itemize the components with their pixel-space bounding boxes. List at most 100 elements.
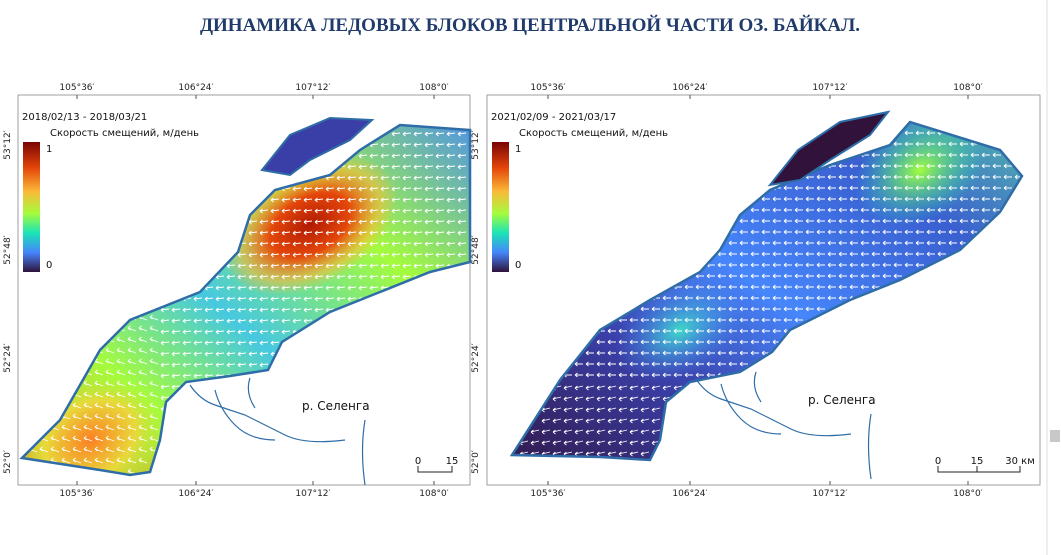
- arrow: [739, 284, 748, 290]
- arrow: [127, 391, 137, 398]
- arrow: [959, 174, 968, 180]
- arrow: [281, 230, 291, 236]
- arrow: [607, 339, 616, 345]
- arrow: [314, 285, 324, 291]
- arrow: [325, 252, 335, 258]
- arrow: [794, 262, 803, 268]
- arrow: [838, 185, 847, 191]
- arrow: [607, 396, 617, 402]
- arrow: [552, 418, 562, 424]
- left-tick-label: 52°0′: [3, 450, 13, 474]
- arrow: [424, 164, 434, 170]
- arrow: [794, 229, 803, 235]
- arrow: [446, 219, 456, 225]
- arrow: [915, 163, 924, 169]
- arrow: [640, 451, 650, 457]
- arrow: [915, 185, 924, 191]
- arrow: [138, 325, 148, 332]
- arrow: [552, 396, 562, 402]
- arrow: [948, 218, 957, 224]
- arrow: [314, 274, 324, 280]
- arrow: [424, 230, 434, 236]
- arrow: [259, 318, 269, 324]
- scale-label: 15: [971, 456, 984, 467]
- arrow: [684, 306, 693, 312]
- arrow: [607, 350, 616, 356]
- arrow: [105, 369, 115, 376]
- arrow: [270, 274, 280, 280]
- top-tick-label: 106°24′: [672, 83, 707, 93]
- arrow: [336, 175, 346, 181]
- arrow: [424, 131, 434, 137]
- arrow: [607, 372, 616, 378]
- arrow: [618, 440, 628, 446]
- arrow: [728, 328, 737, 334]
- arrow: [457, 208, 467, 214]
- arrow: [193, 329, 203, 335]
- arrow: [94, 369, 104, 376]
- arrow: [369, 219, 379, 225]
- arrow: [248, 219, 258, 225]
- arrow: [563, 385, 573, 391]
- scale-label: 0: [935, 456, 941, 467]
- arrow: [871, 196, 880, 202]
- arrow: [816, 240, 825, 246]
- bottom-tick-label: 107°12′: [295, 489, 330, 499]
- arrow: [424, 241, 434, 247]
- arrow: [413, 263, 423, 269]
- arrow: [607, 385, 617, 391]
- arrow: [838, 196, 847, 202]
- arrow: [794, 284, 803, 290]
- arrow: [761, 328, 770, 334]
- arrow: [706, 273, 715, 279]
- top-tick-label: 108°0′: [419, 83, 448, 93]
- arrow: [662, 361, 671, 367]
- arrow: [860, 229, 869, 235]
- arrow: [596, 451, 606, 457]
- lake-shore: [509, 120, 1024, 462]
- arrow: [640, 407, 650, 413]
- arrow: [1003, 163, 1012, 169]
- arrow: [347, 208, 357, 214]
- arrow: [750, 229, 759, 235]
- arrow: [435, 230, 445, 236]
- arrow: [380, 208, 390, 214]
- arrow: [827, 185, 836, 191]
- left-tick-label: 53°12′: [471, 130, 481, 159]
- arrow: [585, 396, 595, 402]
- arrow: [270, 208, 280, 214]
- arrow: [596, 372, 605, 378]
- arrow: [640, 418, 650, 424]
- arrow: [369, 285, 379, 291]
- arrow: [970, 152, 979, 158]
- arrow: [149, 358, 159, 365]
- arrow: [849, 207, 858, 213]
- arrow: [926, 218, 935, 224]
- arrow: [193, 351, 203, 357]
- scale-bar: [417, 466, 453, 473]
- arrow: [915, 262, 924, 268]
- arrow: [215, 296, 225, 302]
- arrow: [314, 186, 324, 192]
- arrow: [882, 185, 891, 191]
- arrow: [358, 153, 368, 159]
- arrow: [336, 186, 346, 192]
- arrow: [248, 263, 258, 269]
- arrow: [226, 362, 236, 368]
- arrow: [739, 328, 748, 334]
- arrow: [292, 252, 302, 258]
- arrow: [838, 218, 847, 224]
- arrow: [640, 361, 649, 367]
- arrow: [629, 317, 638, 323]
- arrow: [391, 252, 401, 258]
- arrow: [204, 340, 214, 346]
- arrow: [270, 340, 280, 346]
- arrow: [303, 285, 313, 291]
- arrow: [640, 317, 649, 323]
- arrow: [772, 240, 781, 246]
- arrow: [215, 274, 225, 280]
- arrow: [651, 407, 661, 413]
- bottom-tick-label: 105°36′: [59, 489, 94, 499]
- arrow: [739, 262, 748, 268]
- arrow: [981, 207, 990, 213]
